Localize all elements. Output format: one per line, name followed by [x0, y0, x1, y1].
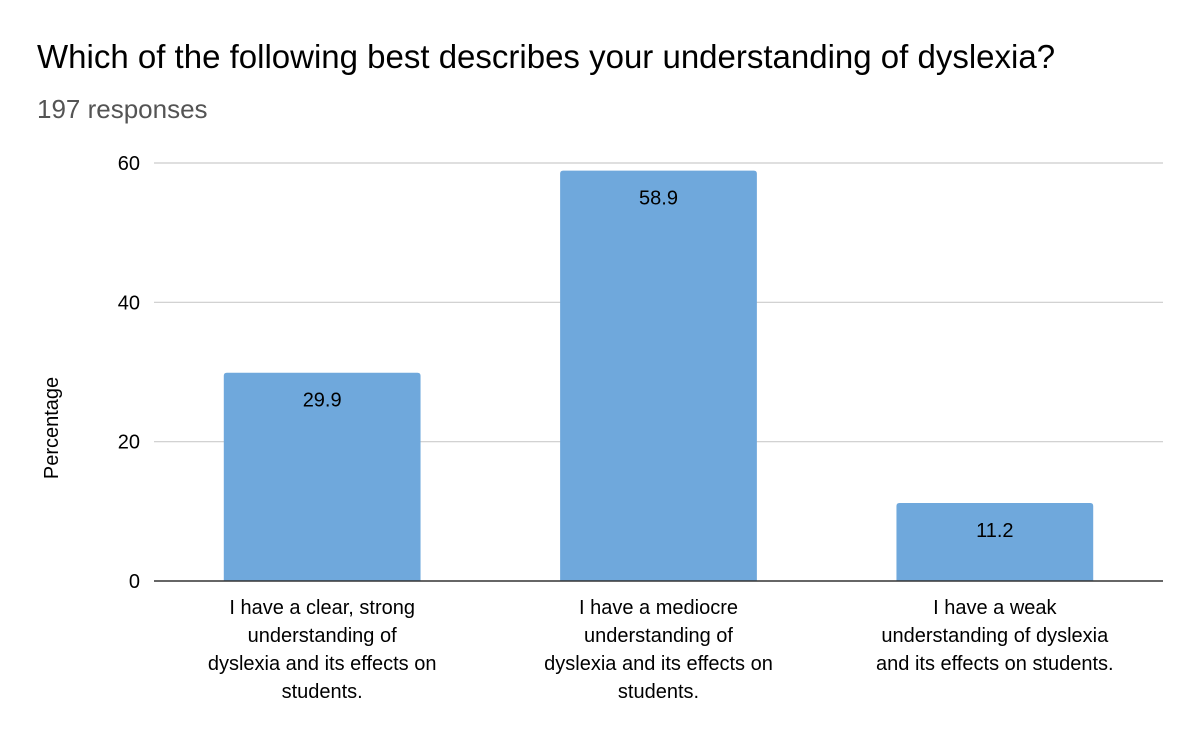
labels: 0 20 40 60 29.9 I have a clear, strong underst… — [118, 153, 1114, 703]
data-label: 58.9 — [639, 188, 678, 210]
x-category-label: understanding of — [584, 625, 733, 647]
bar — [896, 502, 1094, 581]
y-tick-label: 0 — [129, 571, 140, 593]
chart-title: Which of the following best describes yo… — [37, 38, 1056, 75]
x-category-label: dyslexia and its effects on — [208, 653, 437, 675]
y-tick-label: 60 — [118, 153, 140, 175]
x-category-label: understanding of dyslexia — [881, 625, 1109, 647]
data-label: 11.2 — [976, 520, 1013, 542]
data-label: 29.9 — [303, 390, 342, 412]
x-category-label: I have a mediocre — [579, 597, 738, 619]
x-category-label: students. — [282, 681, 363, 703]
bar — [560, 170, 757, 581]
y-axis-title: Percentage — [41, 377, 63, 479]
bars — [223, 170, 1094, 581]
chart-subtitle: 197 responses — [37, 94, 208, 124]
x-category-label: dyslexia and its effects on — [544, 653, 773, 675]
x-category-label: students. — [618, 681, 699, 703]
y-tick-label: 20 — [118, 432, 140, 454]
x-category-label: understanding of — [248, 625, 397, 647]
x-category-label: I have a weak — [933, 597, 1057, 619]
y-tick-label: 40 — [118, 292, 140, 314]
bar — [223, 372, 421, 581]
x-category-label: and its effects on students. — [876, 653, 1114, 675]
x-category-label: I have a clear, strong — [229, 597, 415, 619]
